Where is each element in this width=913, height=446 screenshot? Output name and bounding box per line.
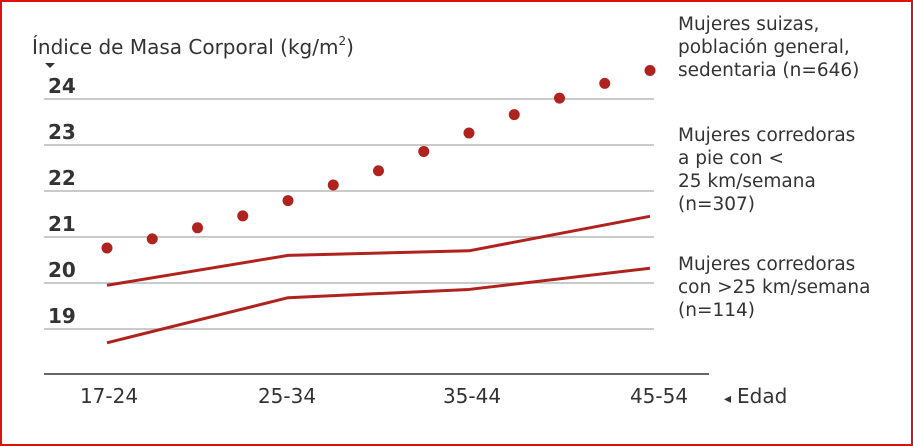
series-annotation: Mujeres suizas, población general, sedenta… (678, 14, 859, 81)
series-annotation: Mujeres corredoras a pie con <25 km/seman… (678, 125, 855, 215)
data-point (418, 145, 430, 157)
x-axis-title: ◂ Edad (724, 384, 787, 408)
series-annotation-line: (n=307) (678, 194, 755, 215)
series-annotation-line: 25 km/semana (678, 171, 816, 192)
series-line (106, 214, 651, 287)
x-tick-label: 25-34 (258, 384, 316, 408)
y-axis-marker-icon (45, 63, 55, 68)
data-point (327, 179, 339, 191)
series-annotation-line: Mujeres corredoras (678, 125, 855, 146)
series-annotation-line: con >25 km/semana (678, 277, 870, 298)
data-point (146, 233, 158, 245)
y-tick-label: 24 (48, 74, 76, 98)
data-point (508, 109, 520, 121)
series-layer (101, 64, 656, 345)
data-point (644, 64, 656, 76)
x-tick-label: 45-54 (630, 384, 688, 408)
x-tick-label: 35-44 (443, 384, 501, 408)
series-line (106, 266, 651, 345)
y-axis-title: Índice de Masa Corporal (kg/m2) (32, 34, 354, 59)
y-tick-label: 20 (48, 258, 76, 282)
data-point (373, 165, 384, 177)
series-annotation-line: Mujeres suizas, (678, 14, 819, 35)
data-point (237, 210, 249, 222)
data-point (192, 222, 203, 234)
y-tick-label: 22 (48, 166, 76, 190)
data-point (463, 127, 475, 139)
x-tick-label: 17-24 (80, 384, 138, 408)
y-tick-label: 21 (48, 212, 76, 236)
series-annotation-line: (n=114) (678, 300, 755, 321)
y-tick-label: 23 (48, 120, 76, 144)
x-axis-arrow-icon: ◂ (724, 391, 731, 407)
series-3 (106, 266, 651, 345)
data-point (282, 195, 294, 207)
series-2 (106, 214, 651, 287)
gridlines (44, 98, 654, 330)
y-tick-label: 19 (48, 304, 76, 328)
series-annotation: Mujeres corredoras con >25 km/semana (n=11… (678, 254, 870, 321)
x-tick-labels: 17-24 25-34 35-44 45-54 (80, 384, 688, 408)
series-annotation-line: población general, (678, 37, 850, 58)
series-annotation-line: sedentaria (n=646) (678, 60, 859, 81)
series-annotations: Mujeres suizas, población general, sedenta… (678, 14, 870, 321)
series-annotation-line: a pie con < (678, 148, 784, 169)
y-tick-labels: 24 23 22 21 20 19 (48, 74, 76, 328)
data-point (599, 77, 611, 89)
series-1 (101, 64, 656, 254)
data-point (101, 242, 113, 254)
series-annotation-line: Mujeres corredoras (678, 254, 855, 275)
data-point (554, 92, 565, 104)
